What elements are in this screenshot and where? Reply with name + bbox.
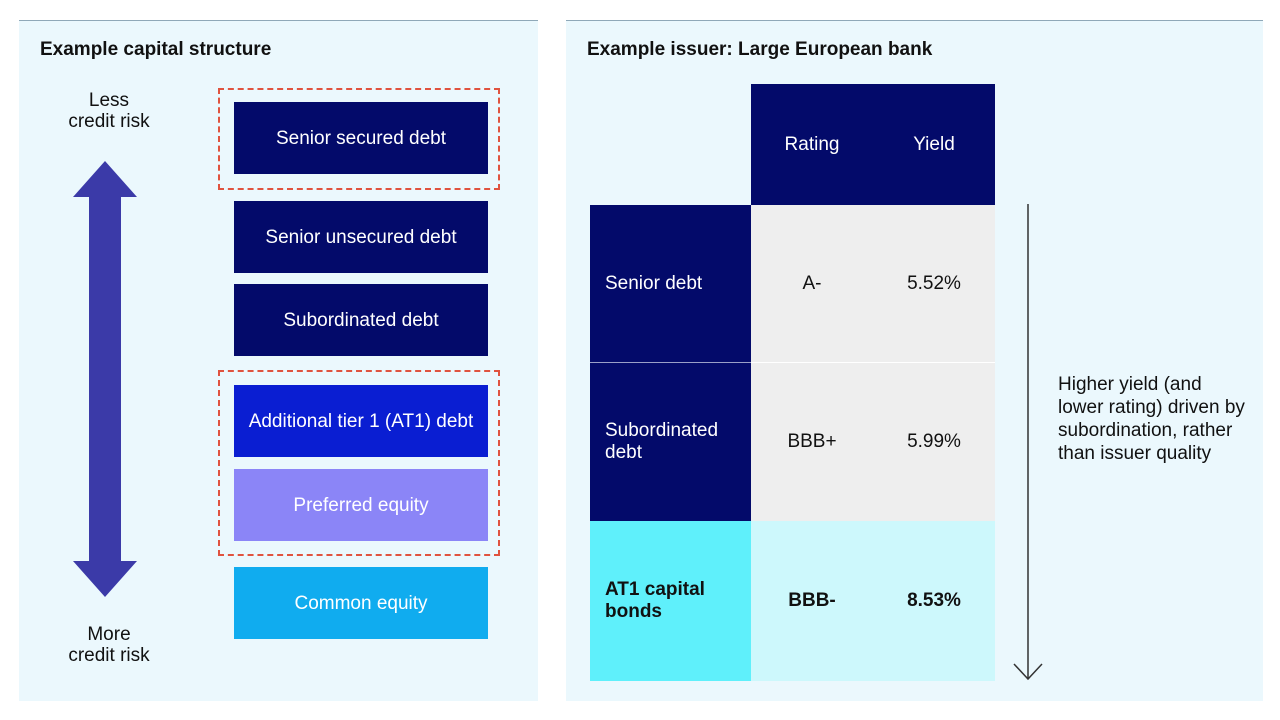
- yield-header: Yield: [913, 133, 955, 155]
- layer-senior-secured-debt: Senior secured debt: [234, 102, 488, 174]
- yield-senior-debt: 5.52%: [873, 205, 995, 363]
- rating-subordinated-debt: BBB+: [751, 363, 873, 521]
- layer-common-equity: Common equity: [234, 567, 488, 639]
- rating-at1-capital-bonds: BBB-: [751, 521, 873, 681]
- layer-at1-debt: Additional tier 1 (AT1) debt: [234, 385, 488, 457]
- row-at1-capital-bonds: AT1 capital bonds: [590, 521, 751, 681]
- issuer-example-panel: Example issuer: Large European bank Rati…: [566, 20, 1263, 701]
- row-at1-capital-bonds-text: AT1 capital bonds: [605, 579, 705, 622]
- yield-at1-capital-bonds: 8.53%: [873, 521, 995, 681]
- rating-header: Rating: [784, 133, 840, 155]
- less-credit-risk-text: Less credit risk: [68, 90, 150, 132]
- capital-structure-panel: Example capital structure Less credit ri…: [19, 20, 538, 701]
- layer-senior-unsecured-debt: Senior unsecured debt: [234, 201, 488, 273]
- senior-secured-highlight: [218, 88, 500, 190]
- layer-preferred-equity: Preferred equity: [234, 469, 488, 541]
- capital-structure-title: Example capital structure: [40, 39, 272, 60]
- yield-subordinated-debt: 5.99%: [873, 363, 995, 521]
- table-header: [751, 84, 995, 205]
- more-credit-risk-text: More credit risk: [68, 624, 150, 666]
- down-arrow-icon: [1013, 204, 1043, 681]
- issuer-example-title: Example issuer: Large European bank: [587, 39, 933, 60]
- row-subordinated-debt: Subordinated debt: [590, 363, 751, 521]
- row-senior-debt: Senior debt: [590, 205, 751, 363]
- less-credit-risk-label: Less credit risk: [39, 90, 179, 132]
- rating-senior-debt: A-: [751, 205, 873, 363]
- more-credit-risk-label: More credit risk: [39, 624, 179, 666]
- double-arrow-icon: [73, 161, 137, 597]
- yield-explanation-note: Higher yield (and lower rating) driven b…: [1058, 374, 1245, 464]
- row-subordinated-debt-text: Subordinated debt: [605, 420, 719, 463]
- layer-subordinated-debt: Subordinated debt: [234, 284, 488, 356]
- at1-preferred-highlight: [218, 370, 500, 556]
